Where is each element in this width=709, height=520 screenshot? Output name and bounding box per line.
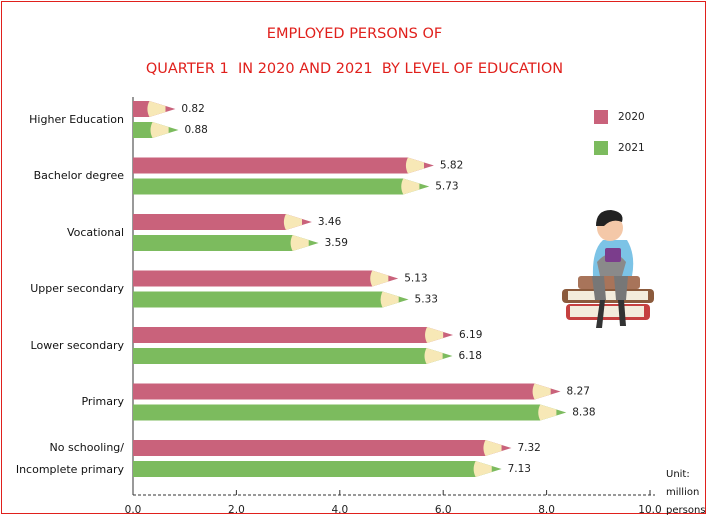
value-label: 5.82 xyxy=(440,160,463,172)
value-label: 3.46 xyxy=(318,216,342,228)
pencil-wood xyxy=(381,292,399,308)
x-tick-label: 10.0 xyxy=(638,504,661,516)
value-label: 0.88 xyxy=(184,124,207,136)
value-label: 8.27 xyxy=(567,386,590,398)
illustration xyxy=(562,210,654,328)
pencil-wood xyxy=(533,384,551,400)
x-tick-label: 2.0 xyxy=(228,504,245,516)
pencil-wood xyxy=(406,158,424,174)
pencil-wood xyxy=(370,271,388,287)
pencil-wood xyxy=(483,440,501,456)
pencil-bar xyxy=(133,461,502,477)
pencil-bar xyxy=(133,405,566,421)
value-label: 8.38 xyxy=(572,407,595,419)
legend-label: 2020 xyxy=(618,111,645,123)
category-label: Upper secondary xyxy=(30,278,124,300)
category-label: Primary xyxy=(81,391,124,413)
value-label: 3.59 xyxy=(325,237,348,249)
page: {"chart_data": {"type": "pencil-bar", "t… xyxy=(0,0,709,517)
pencil-bar xyxy=(133,384,561,400)
category-label: Bachelor degree xyxy=(34,165,124,187)
category-label: Vocational xyxy=(67,222,124,244)
category-label: Lower secondary xyxy=(31,335,124,357)
pencil-wood xyxy=(538,405,556,421)
category-label: No schooling/ Incomplete primary xyxy=(16,437,124,481)
value-label: 7.32 xyxy=(517,442,540,454)
value-label: 5.73 xyxy=(435,181,458,193)
legend-swatch xyxy=(594,141,608,155)
value-label: 5.13 xyxy=(404,273,427,285)
legend-label: 2021 xyxy=(618,142,645,154)
pencil-wood xyxy=(291,235,309,251)
legend-swatch xyxy=(594,110,608,124)
pencil-bar xyxy=(133,292,409,308)
pencil-wood xyxy=(284,214,302,230)
value-label: 6.18 xyxy=(459,350,482,362)
pencil-bar xyxy=(133,348,453,364)
pencil-wood xyxy=(474,461,492,477)
pencil-wood xyxy=(147,101,165,117)
pencil-bar xyxy=(133,179,429,195)
value-label: 0.82 xyxy=(181,103,204,115)
pencil-wood xyxy=(425,348,443,364)
pencil-bar xyxy=(133,271,398,287)
x-tick-label: 6.0 xyxy=(435,504,452,516)
category-label: Higher Education xyxy=(29,109,124,131)
value-label: 6.19 xyxy=(459,329,482,341)
pencil-wood xyxy=(150,122,168,138)
value-label: 7.13 xyxy=(508,463,531,475)
pencil-wood xyxy=(401,179,419,195)
x-tick-label: 4.0 xyxy=(331,504,348,516)
value-label: 5.33 xyxy=(415,294,438,306)
pencil-wood xyxy=(425,327,443,343)
x-tick-label: 0.0 xyxy=(125,504,142,516)
pencil-bar xyxy=(133,158,434,174)
pencil-bar xyxy=(133,440,511,456)
x-tick-label: 8.0 xyxy=(538,504,555,516)
pencil-bar xyxy=(133,327,453,343)
